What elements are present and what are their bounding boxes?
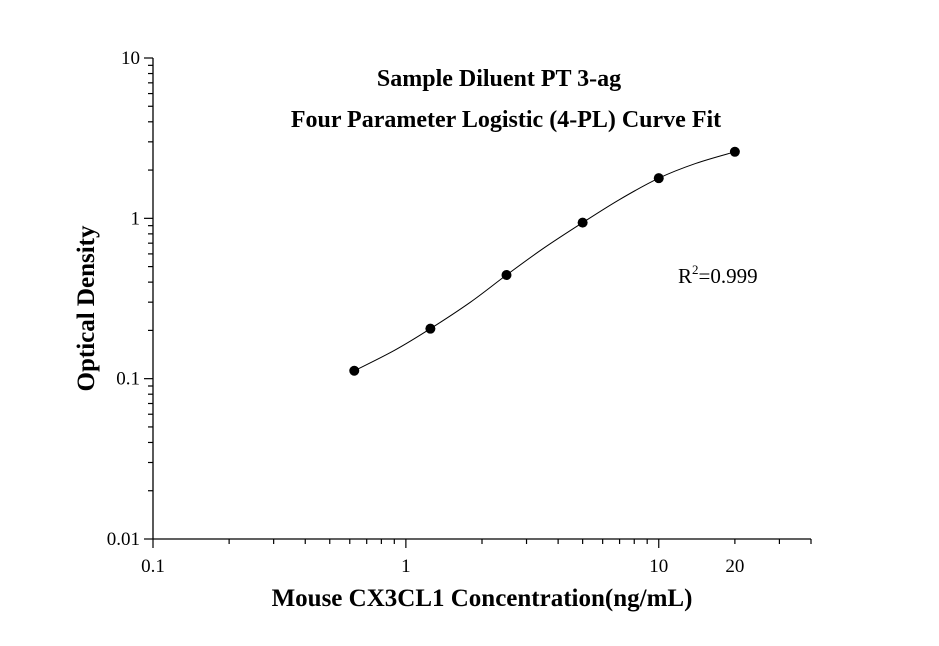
y-tick-label: 10 xyxy=(121,48,140,69)
r-squared-annotation: R2=0.999 xyxy=(678,262,758,288)
chart-title-line-1: Sample Diluent PT 3-ag xyxy=(377,66,621,92)
data-points xyxy=(349,146,740,376)
x-tick-label: 0.1 xyxy=(141,556,165,577)
x-tick-label: 10 xyxy=(649,556,668,577)
r-squared-value: =0.999 xyxy=(699,264,758,288)
r-squared-superscript: 2 xyxy=(692,262,699,277)
chart-title: Sample Diluent PT 3-ag Four Parameter Lo… xyxy=(291,66,721,133)
data-point xyxy=(501,270,512,281)
x-axis-ticks: 0.1 1 10 20 xyxy=(141,539,812,577)
data-point xyxy=(349,365,360,376)
x-tick-label: 20 xyxy=(725,556,744,577)
data-point xyxy=(577,217,588,228)
y-axis-title: Optical Density xyxy=(73,225,100,391)
r-squared-prefix: R xyxy=(678,264,692,288)
y-axis-ticks: 0.01 0.1 1 10 xyxy=(107,48,153,550)
chart-title-line-2: Four Parameter Logistic (4-PL) Curve Fit xyxy=(291,107,721,133)
x-axis-title: Mouse CX3CL1 Concentration(ng/mL) xyxy=(272,585,693,612)
data-point xyxy=(653,173,664,184)
y-tick-label: 0.01 xyxy=(107,529,140,550)
x-tick-label: 1 xyxy=(401,556,411,577)
data-point xyxy=(425,323,436,334)
data-point xyxy=(729,146,740,157)
y-tick-label: 0.1 xyxy=(116,369,140,390)
fit-curve xyxy=(354,151,736,372)
y-tick-label: 1 xyxy=(131,208,141,229)
